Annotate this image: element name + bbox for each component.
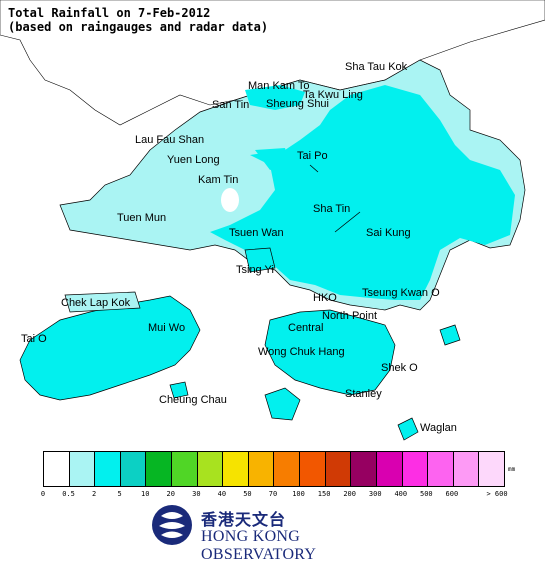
kam-tin-patch [221, 188, 239, 212]
legend-swatch [274, 452, 301, 486]
place-label: Waglan [420, 422, 457, 434]
legend-swatch [376, 452, 403, 486]
place-label: Shek O [381, 362, 418, 374]
legend-tick-label: 0 [40, 490, 46, 498]
place-label: Stanley [345, 388, 382, 400]
legend-tick-label: 400 [394, 490, 408, 498]
legend-swatch [172, 452, 198, 486]
legend-swatch [197, 452, 224, 486]
place-label: Tai Po [297, 150, 328, 162]
legend-swatch [120, 452, 147, 486]
legend-swatch [223, 452, 249, 486]
place-label: Tuen Mun [117, 212, 167, 224]
lamma-island [264, 387, 301, 421]
legend-tick-label: > 600 [486, 490, 508, 498]
hko-emblem-icon [152, 505, 192, 545]
place-label: Yuen Long [167, 154, 220, 166]
legend-swatch [479, 452, 504, 486]
place-label: Man Kam To [248, 80, 310, 92]
rainfall-legend [43, 451, 505, 487]
legend-tick-label: 150 [317, 490, 331, 498]
legend-swatch [69, 452, 96, 486]
waglan-island [397, 417, 419, 441]
legend-tick-label: 300 [368, 490, 382, 498]
airport-island [64, 291, 141, 313]
place-label: Wong Chuk Hang [258, 346, 345, 358]
hko-logo: 香港天文台 HONG KONG OBSERVATORY [147, 502, 407, 563]
legend-swatch [402, 452, 429, 486]
legend-swatch [300, 452, 326, 486]
place-label: Sha Tin [313, 203, 351, 215]
place-label: Tai O [21, 333, 47, 345]
hko-english-name: HONG KONG OBSERVATORY [201, 528, 317, 563]
legend-swatch [428, 452, 454, 486]
east-islets [439, 324, 461, 346]
legend-swatch [325, 452, 352, 486]
place-label: North Point [322, 310, 378, 322]
place-label: Central [288, 322, 324, 334]
legend-tick-label: 40 [217, 490, 227, 498]
place-label: Kam Tin [198, 174, 239, 186]
legend-swatch [44, 452, 70, 486]
tai-po-marker [309, 164, 319, 173]
place-label: Tseung Kwan O [362, 287, 440, 299]
place-label: Sheung Shui [266, 98, 329, 110]
cheung-chau-island [169, 381, 189, 399]
hong-kong-island [264, 309, 396, 396]
legend-swatch [95, 452, 121, 486]
tsing-yi-island [244, 247, 276, 273]
shenzhen-land [0, 0, 545, 126]
legend-tick-label: 0.5 [62, 490, 75, 498]
rain-zone-ne [210, 85, 515, 300]
legend-tick-label: 2 [92, 490, 97, 498]
legend-tick-label: 50 [243, 490, 252, 498]
place-label: Mui Wo [148, 322, 186, 334]
map-canvas [0, 0, 545, 441]
place-label: Ta Kwu Ling [303, 89, 363, 101]
place-label: Cheung Chau [159, 394, 227, 406]
legend-tick-label: 70 [268, 490, 278, 498]
hko-chinese-name: 香港天文台 [201, 510, 287, 529]
legend-tick-label: 20 [166, 490, 175, 498]
place-label: Tsing Yi [236, 264, 274, 276]
legend-tick-label: 5 [117, 490, 122, 498]
place-label: Chek Lap Kok [61, 297, 131, 309]
place-label: Sha Tau Kok [345, 61, 408, 73]
rain-zone-nw [245, 85, 305, 110]
place-label: Lau Fau Shan [135, 134, 205, 146]
place-label: Sai Kung [366, 227, 411, 239]
legend-tick-label: 100 [292, 490, 305, 498]
rain-zone-tai-po [255, 148, 290, 170]
legend-swatch [146, 452, 173, 486]
rainfall-map: Total Rainfall on 7-Feb-2012 (based on r… [0, 0, 545, 441]
map-subtitle: (based on raingauges and radar data) [8, 20, 269, 34]
legend-tick-label: 500 [420, 490, 433, 498]
legend-tick-label: 10 [141, 490, 150, 498]
legend-swatch [248, 452, 275, 486]
map-title: Total Rainfall on 7-Feb-2012 [8, 6, 211, 20]
place-label: HKO [313, 292, 337, 304]
place-label: Tsuen Wan [229, 227, 284, 239]
sha-tin-marker [334, 211, 361, 233]
legend-tick-label: 30 [192, 490, 201, 498]
legend-tick-label: 200 [343, 490, 356, 498]
place-label: San Tin [212, 99, 250, 111]
legend-tick-label: 600 [445, 490, 459, 498]
legend-swatch [351, 452, 377, 486]
legend-unit: mm [508, 466, 516, 473]
legend-swatch [453, 452, 480, 486]
